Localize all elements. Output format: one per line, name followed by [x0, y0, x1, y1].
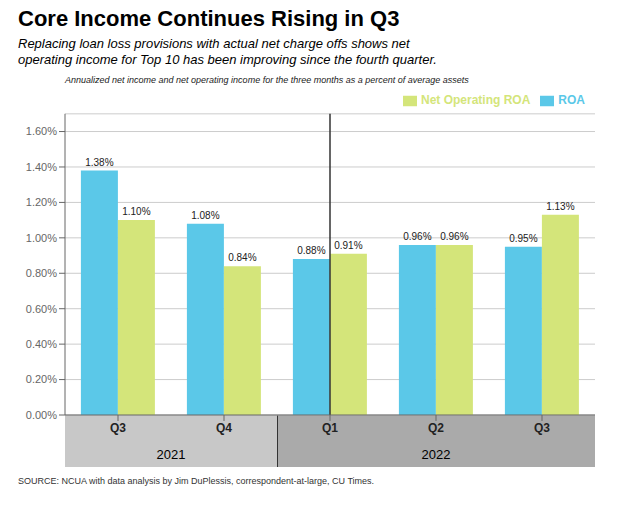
svg-text:Q2: Q2 — [428, 421, 444, 435]
svg-text:0.95%: 0.95% — [509, 233, 537, 244]
html-text:Core Income Continues Rising i: Core Income Continues Rising in Q3 — [18, 6, 400, 31]
svg-text:0.88%: 0.88% — [297, 245, 325, 256]
svg-text:1.10%: 1.10% — [122, 206, 150, 217]
svg-text:Q3: Q3 — [534, 421, 550, 435]
svg-text:1.08%: 1.08% — [191, 210, 219, 221]
svg-text:0.96%: 0.96% — [403, 231, 431, 242]
svg-text:0.00%: 0.00% — [26, 409, 57, 421]
html-text:Annualized net income and net: Annualized net income and net operating … — [65, 75, 469, 85]
html-text:Replacing loan loss provisions: Replacing loan loss provisions with actu… — [18, 36, 437, 67]
svg-text:0.96%: 0.96% — [440, 231, 468, 242]
svg-text:0.20%: 0.20% — [26, 373, 57, 385]
svg-text:1.00%: 1.00% — [26, 232, 57, 244]
svg-text:1.60%: 1.60% — [26, 125, 57, 137]
svg-text:1.13%: 1.13% — [546, 201, 574, 212]
html-text:2022: 2022 — [421, 447, 451, 462]
svg-text:1.20%: 1.20% — [26, 196, 57, 208]
svg-text:0.40%: 0.40% — [26, 338, 57, 350]
svg-text:Q1: Q1 — [322, 421, 338, 435]
svg-text:0.84%: 0.84% — [228, 252, 256, 263]
html-text:2021: 2021 — [156, 447, 186, 462]
svg-text:1.38%: 1.38% — [85, 157, 113, 168]
svg-text:0.80%: 0.80% — [26, 267, 57, 279]
svg-text:0.91%: 0.91% — [334, 240, 362, 251]
svg-text:Q3: Q3 — [110, 421, 126, 435]
svg-text:0.60%: 0.60% — [26, 303, 57, 315]
html-text:Net Operating ROA: Net Operating ROA — [421, 93, 531, 107]
svg-text:Q4: Q4 — [216, 421, 232, 435]
html-text:ROA: ROA — [558, 93, 585, 107]
svg-text:1.40%: 1.40% — [26, 161, 57, 173]
html-text:SOURCE: NCUA with data analysi: SOURCE: NCUA with data analysis by Jim D… — [18, 476, 375, 486]
